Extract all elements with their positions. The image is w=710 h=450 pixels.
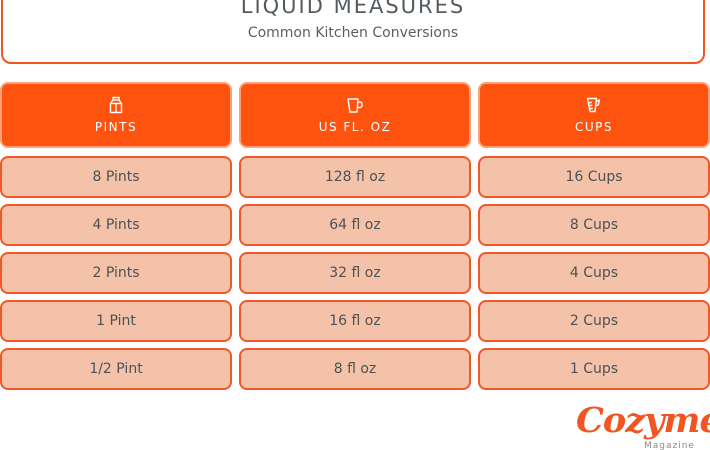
table-cell: 32 fl oz <box>239 252 471 294</box>
table-cell: 16 fl oz <box>239 300 471 342</box>
table-cell: 16 Cups <box>478 156 710 198</box>
title-banner: LIQUID MEASURES Common Kitchen Conversio… <box>1 0 705 64</box>
fl-oz-column: US FL. OZ 128 fl oz 64 fl oz 32 fl oz 16… <box>239 82 471 390</box>
milk-carton-icon <box>109 96 123 114</box>
pints-column: PINTS 8 Pints 4 Pints 2 Pints 1 Pint 1/2… <box>0 82 232 390</box>
table-cell: 8 fl oz <box>239 348 471 390</box>
table-cell: 2 Pints <box>0 252 232 294</box>
fl-oz-column-header: US FL. OZ <box>239 82 471 148</box>
fl-oz-column-label: US FL. OZ <box>318 120 392 134</box>
table-cell: 1 Pint <box>0 300 232 342</box>
logo-subtext: Magazine <box>644 441 695 450</box>
table-cell: 4 Pints <box>0 204 232 246</box>
table-cell: 4 Cups <box>478 252 710 294</box>
page-title: LIQUID MEASURES <box>240 0 466 18</box>
logo-wordmark: Cozymeal <box>576 400 710 441</box>
pints-column-header: PINTS <box>0 82 232 148</box>
table-cell: 64 fl oz <box>239 204 471 246</box>
cups-column-label: CUPS <box>574 120 613 134</box>
cups-column-header: CUPS <box>478 82 710 148</box>
table-cell: 1 Cups <box>478 348 710 390</box>
cups-column: CUPS 16 Cups 8 Cups 4 Cups 2 Cups 1 Cups <box>478 82 710 390</box>
table-cell: 8 Pints <box>0 156 232 198</box>
table-cell: 128 fl oz <box>239 156 471 198</box>
measuring-cup-icon <box>586 97 601 113</box>
table-cell: 2 Cups <box>478 300 710 342</box>
table-cell: 1/2 Pint <box>0 348 232 390</box>
table-cell: 8 Cups <box>478 204 710 246</box>
pints-column-label: PINTS <box>94 120 138 134</box>
page-subtitle: Common Kitchen Conversions <box>247 25 459 41</box>
cozymeal-logo: Cozymeal Magazine <box>574 398 710 450</box>
measuring-pitcher-icon <box>347 98 363 113</box>
